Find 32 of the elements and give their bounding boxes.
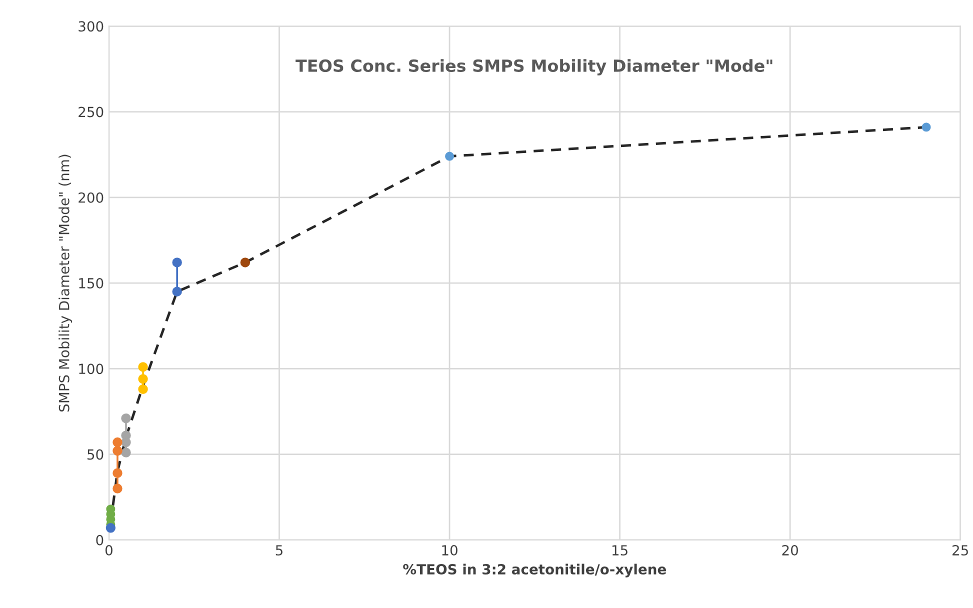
- y-tick-label: 100: [79, 364, 104, 374]
- point: [112, 484, 122, 494]
- point: [445, 152, 454, 161]
- x-tick-label: 0: [105, 545, 112, 556]
- point: [922, 122, 931, 132]
- point: [240, 258, 250, 268]
- x-tick-label: 5: [276, 545, 282, 556]
- y-tick-label: 200: [78, 192, 104, 203]
- y-tick-label: 150: [79, 278, 104, 288]
- y-tick-label: 50: [88, 449, 104, 460]
- x-axis-title: %TEOS in 3:2 acetonitile/o-xylene: [403, 564, 666, 578]
- point: [172, 286, 182, 296]
- point: [112, 468, 122, 478]
- x-tick-label: 15: [612, 545, 628, 556]
- point: [106, 523, 116, 533]
- y-tick-label: 250: [78, 106, 104, 118]
- y-axis-title: SMPS Mobility Diameter "Mode" (nm): [58, 154, 72, 412]
- y-tick-label: 0: [96, 534, 104, 546]
- point: [138, 374, 148, 384]
- x-tick-label: 25: [952, 545, 968, 556]
- point: [112, 446, 122, 456]
- point: [112, 437, 122, 448]
- point: [138, 362, 148, 372]
- point: [121, 430, 131, 440]
- point: [138, 384, 148, 394]
- text: TEOS Conc. Series SMPS Mobility Diameter "Mode": [296, 59, 772, 76]
- point: [121, 413, 131, 424]
- point: [172, 258, 182, 268]
- x-tick-label: 20: [782, 545, 798, 556]
- point: [121, 448, 131, 458]
- y-tick-label: 300: [78, 21, 104, 32]
- x-tick-label: 10: [442, 545, 458, 556]
